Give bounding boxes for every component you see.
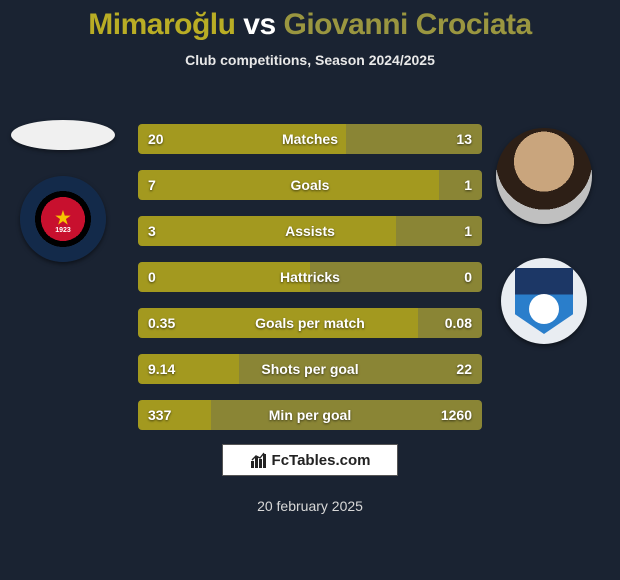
stat-value-left: 20 bbox=[138, 124, 174, 154]
subtitle: Club competitions, Season 2024/2025 bbox=[0, 52, 620, 68]
player1-club-badge: ★ 1923 bbox=[20, 176, 106, 262]
stat-value-right: 1 bbox=[454, 170, 482, 200]
player2-name: Giovanni Crociata bbox=[284, 8, 532, 41]
brand-logo-icon bbox=[250, 451, 268, 469]
player2-column bbox=[494, 128, 594, 344]
club2-ball-icon bbox=[529, 294, 559, 324]
stat-bars-container: 2013Matches71Goals31Assists00Hattricks0.… bbox=[138, 124, 482, 446]
player1-avatar-placeholder bbox=[11, 120, 115, 150]
player2-avatar bbox=[496, 128, 592, 224]
stat-row: 00Hattricks bbox=[138, 262, 482, 292]
stat-bar-left bbox=[138, 170, 439, 200]
brand-text: FcTables.com bbox=[272, 452, 371, 469]
player1-name: Mimaroğlu bbox=[88, 8, 235, 41]
stat-value-left: 0 bbox=[138, 262, 166, 292]
comparison-title: Mimaroğlu vs Giovanni Crociata bbox=[0, 0, 620, 42]
club1-year: 1923 bbox=[55, 227, 71, 234]
player1-column: ★ 1923 bbox=[8, 120, 118, 262]
stat-value-left: 0.35 bbox=[138, 308, 185, 338]
stat-row: 3371260Min per goal bbox=[138, 400, 482, 430]
stat-row: 2013Matches bbox=[138, 124, 482, 154]
stat-value-right: 0.08 bbox=[435, 308, 482, 338]
stat-value-right: 13 bbox=[446, 124, 482, 154]
stat-row: 0.350.08Goals per match bbox=[138, 308, 482, 338]
stat-row: 31Assists bbox=[138, 216, 482, 246]
stat-value-right: 1260 bbox=[431, 400, 482, 430]
stat-value-right: 22 bbox=[446, 354, 482, 384]
stat-value-left: 337 bbox=[138, 400, 181, 430]
stat-value-right: 0 bbox=[454, 262, 482, 292]
stat-value-left: 3 bbox=[138, 216, 166, 246]
stat-value-left: 9.14 bbox=[138, 354, 185, 384]
stat-bar-left bbox=[138, 216, 396, 246]
date-text: 20 february 2025 bbox=[257, 498, 363, 514]
stat-row: 71Goals bbox=[138, 170, 482, 200]
stat-value-right: 1 bbox=[454, 216, 482, 246]
stat-value-left: 7 bbox=[138, 170, 166, 200]
brand-box: FcTables.com bbox=[222, 444, 398, 476]
stat-row: 9.1422Shots per goal bbox=[138, 354, 482, 384]
vs-text: vs bbox=[243, 8, 275, 41]
player2-club-badge bbox=[501, 258, 587, 344]
